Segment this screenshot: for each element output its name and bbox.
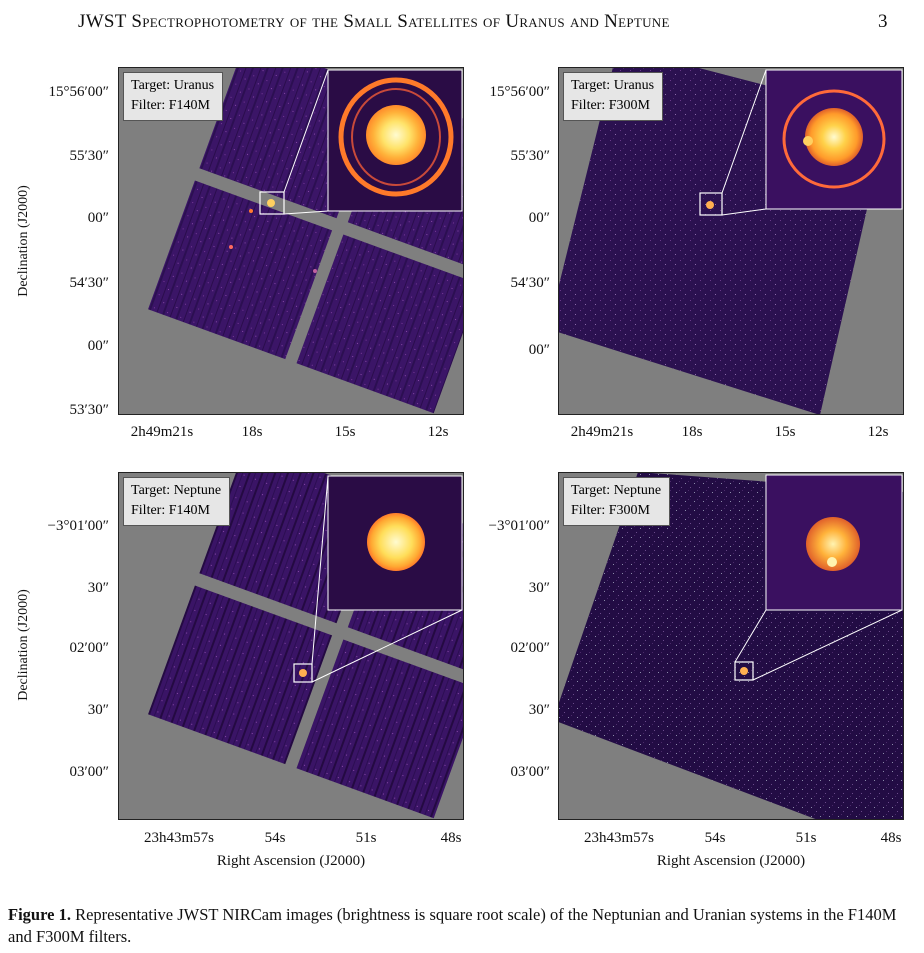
legend-target: Target: Uranus [571,78,655,93]
panel-neptune-f140m: Target: Neptune Filter: F140M [118,472,464,820]
caption-label: Figure 1. [8,905,71,924]
x-tick-label: 12s [427,424,449,440]
inset-uranus-f140m [327,69,463,212]
x-tick-label: 48s [880,830,902,846]
x-tick-label: 15s [774,424,796,440]
y-tick-label: 30″ [87,580,109,596]
y-axis-label-top: Declination (J2000) [16,185,31,297]
legend-target: Target: Uranus [131,78,215,93]
figure-caption: Figure 1. Representative JWST NIRCam ima… [8,904,913,948]
panel-uranus-f300m: Target: Uranus Filter: F300M [558,67,904,415]
y-tick-label: 55′30″ [69,148,109,164]
y-tick-label: −3°01′00″ [488,518,551,534]
y-tick-label: 00″ [87,210,109,226]
x-tick-label: 2h49m21s [130,424,194,440]
y-tick-label: 55′30″ [510,148,550,164]
inset-uranus-f300m [765,69,903,210]
y-tick-label: 53′30″ [69,402,109,418]
legend-target: Target: Neptune [131,483,222,498]
y-tick-label: 03′00″ [69,764,109,780]
legend-target: Target: Neptune [571,483,662,498]
y-tick-label: 15°56′00″ [48,84,109,100]
x-tick-label: 15s [334,424,356,440]
x-tick-label: 54s [704,830,726,846]
y-tick-label: 03′00″ [510,764,550,780]
y-tick-label: 54′30″ [510,275,550,291]
running-head: JWST Spectrophotometry of the Small Sate… [0,8,924,38]
caption-text: Representative JWST NIRCam images (brigh… [8,905,897,946]
y-tick-label: 15°56′00″ [489,84,550,100]
panel-uranus-f140m: Target: Uranus Filter: F140M [118,67,464,415]
legend-filter: Filter: F300M [571,503,650,518]
legend-box: Target: Uranus Filter: F140M [123,72,224,121]
legend-box: Target: Uranus Filter: F300M [563,72,664,121]
y-tick-label: 30″ [528,702,550,718]
x-tick-label: 23h43m57s [583,830,654,846]
x-tick-label: 23h43m57s [143,830,214,846]
legend-box: Target: Neptune Filter: F300M [563,477,671,526]
x-tick-label: 51s [355,830,377,846]
y-tick-label: 00″ [528,342,550,358]
legend-filter: Filter: F300M [571,98,650,113]
inset-neptune-f300m [765,474,903,611]
y-tick-label: −3°01′00″ [47,518,110,534]
panel-neptune-f300m: Target: Neptune Filter: F300M [558,472,904,820]
x-tick-label: 2h49m21s [570,424,634,440]
x-tick-label: 54s [264,830,286,846]
x-tick-label: 48s [440,830,462,846]
y-tick-label: 02′00″ [510,640,550,656]
y-tick-label: 00″ [87,338,109,354]
legend-box: Target: Neptune Filter: F140M [123,477,231,526]
x-tick-label: 18s [681,424,703,440]
y-tick-label: 02′00″ [69,640,109,656]
legend-filter: Filter: F140M [131,503,210,518]
x-tick-label: 12s [867,424,889,440]
x-axis-label-left: Right Ascension (J2000) [216,853,366,869]
y-tick-label: 30″ [87,702,109,718]
y-tick-label: 30″ [528,580,550,596]
x-tick-label: 51s [795,830,817,846]
page-number: 3 [878,11,888,32]
y-tick-label: 54′30″ [69,275,109,291]
y-tick-label: 00″ [528,210,550,226]
legend-filter: Filter: F140M [131,98,210,113]
x-tick-label: 18s [241,424,263,440]
inset-neptune-f140m [327,475,463,611]
running-head-title: JWST Spectrophotometry of the Small Sate… [78,11,670,32]
x-axis-label-right: Right Ascension (J2000) [656,853,806,869]
